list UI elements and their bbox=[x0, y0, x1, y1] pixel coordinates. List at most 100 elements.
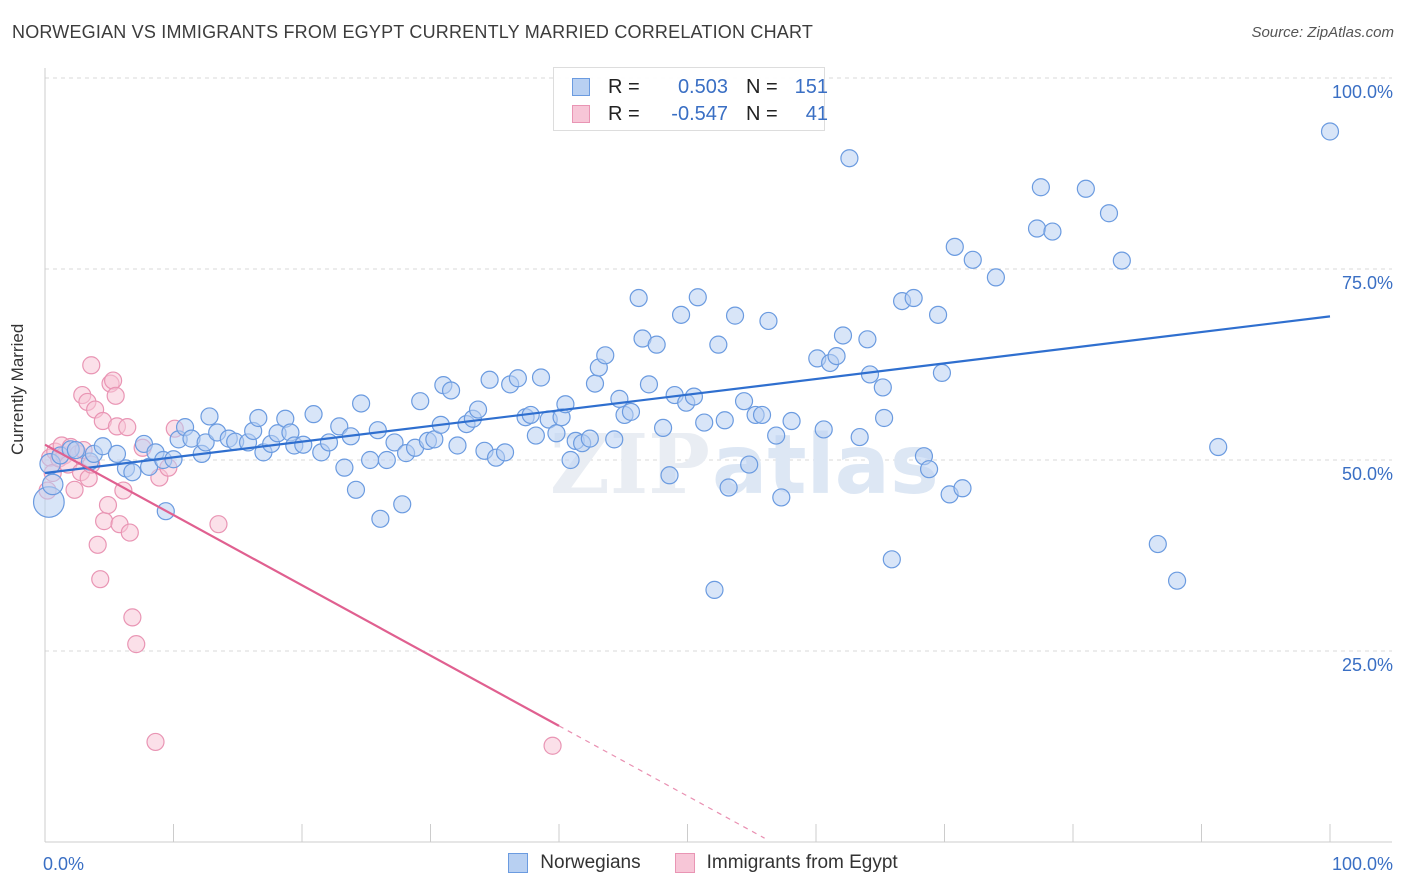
norwegian-point bbox=[66, 440, 85, 460]
norwegian-point bbox=[480, 370, 499, 389]
source-label: Source: ZipAtlas.com bbox=[1251, 24, 1394, 41]
gridlines bbox=[45, 77, 1392, 652]
y-tick-label: 25.0% bbox=[1342, 655, 1393, 675]
norwegian-point bbox=[1043, 222, 1062, 241]
norwegian-point bbox=[840, 149, 859, 168]
y-tick-label: 50.0% bbox=[1342, 464, 1393, 484]
norwegian-point bbox=[547, 424, 566, 443]
legend-label-egypt: Immigrants from Egypt bbox=[706, 852, 898, 873]
y-tick-label: 100.0% bbox=[1332, 82, 1393, 102]
norwegian-point bbox=[772, 488, 791, 507]
norwegian-point bbox=[468, 400, 488, 419]
chart-title: NORWEGIAN VS IMMIGRANTS FROM EGYPT CURRE… bbox=[12, 22, 814, 42]
norwegian-point bbox=[671, 305, 691, 324]
norwegian-point bbox=[1209, 437, 1228, 457]
norwegian-point bbox=[448, 436, 467, 455]
norwegian-point bbox=[319, 433, 339, 452]
norwegian-point bbox=[660, 466, 679, 485]
legend-item-norwegians[interactable]: Norwegians bbox=[508, 852, 641, 874]
norwegian-point bbox=[639, 375, 659, 394]
norwegian-point bbox=[827, 346, 846, 366]
norwegian-point bbox=[196, 433, 215, 452]
egypt-trendline-extension bbox=[558, 725, 765, 839]
norwegian-point bbox=[850, 427, 869, 447]
norwegian-point bbox=[352, 394, 371, 413]
correlation-row-egypt: R = -0.547 N = 41 bbox=[572, 101, 828, 127]
r-value: 0.503 bbox=[677, 75, 728, 98]
correlation-box: R = 0.503 N = 151 R = -0.547 N = 41 bbox=[553, 67, 828, 131]
norwegian-point bbox=[932, 363, 952, 383]
watermark: ZIP atlas bbox=[550, 417, 939, 513]
egypt-swatch bbox=[572, 105, 590, 123]
n-value: 41 bbox=[805, 102, 828, 125]
egypt-point bbox=[91, 570, 110, 589]
norwegian-point bbox=[585, 374, 605, 393]
norwegian-point bbox=[858, 330, 877, 349]
r-label: R = bbox=[608, 102, 640, 125]
legend-item-egypt[interactable]: Immigrants from Egypt bbox=[674, 852, 898, 874]
y-tick-label: 75.0% bbox=[1342, 273, 1393, 293]
norwegian-point bbox=[740, 455, 759, 474]
egypt-point bbox=[98, 495, 118, 515]
norwegian-point bbox=[653, 418, 673, 438]
norwegian-point bbox=[1112, 251, 1131, 270]
norwegian-point bbox=[164, 450, 183, 469]
norwegian-point bbox=[767, 426, 786, 445]
norwegian-point bbox=[393, 495, 412, 514]
norwegian-point bbox=[1148, 534, 1167, 554]
egypt-point bbox=[88, 535, 107, 554]
norwegian-point bbox=[684, 387, 704, 406]
norwegian-point bbox=[346, 480, 366, 499]
norwegian-point bbox=[200, 407, 219, 426]
legend-swatch-egypt bbox=[674, 853, 695, 873]
norwegian-point bbox=[928, 305, 948, 324]
norwegians-swatch bbox=[572, 78, 590, 96]
norwegian-point bbox=[371, 509, 390, 528]
egypt-point bbox=[82, 356, 101, 375]
egypt-point bbox=[127, 635, 146, 654]
norwegian-point bbox=[561, 450, 580, 470]
egypt-point bbox=[106, 386, 125, 405]
norwegian-point bbox=[759, 311, 778, 331]
n-value: 151 bbox=[794, 75, 828, 98]
norwegian-point bbox=[1167, 571, 1187, 590]
norwegian-point bbox=[875, 408, 894, 428]
norwegian-point bbox=[752, 405, 772, 425]
norwegian-point bbox=[93, 437, 112, 456]
norwegian-point bbox=[814, 420, 833, 439]
legend-label-norwegians: Norwegians bbox=[540, 852, 641, 873]
norwegian-point bbox=[719, 478, 738, 497]
egypt-point bbox=[104, 371, 123, 390]
norwegian-point bbox=[621, 402, 641, 421]
norwegian-point bbox=[441, 381, 461, 400]
norwegian-point bbox=[605, 430, 624, 449]
norwegian-point bbox=[495, 443, 515, 462]
norwegian-point bbox=[361, 450, 380, 470]
norwegian-point bbox=[1031, 178, 1050, 197]
norwegian-point bbox=[580, 429, 599, 448]
norwegian-point bbox=[596, 346, 615, 365]
x-tick-label: 100.0% bbox=[1332, 854, 1393, 874]
norwegian-point bbox=[249, 408, 268, 428]
egypt-trendline bbox=[44, 443, 560, 727]
norwegian-point bbox=[873, 378, 892, 397]
r-label: R = bbox=[608, 75, 640, 98]
norwegian-point bbox=[304, 405, 323, 424]
trendlines bbox=[44, 315, 1331, 839]
egypt-point bbox=[65, 480, 84, 499]
norwegian-point bbox=[1099, 204, 1119, 223]
norwegian-point bbox=[833, 326, 853, 345]
norwegian-point bbox=[123, 463, 142, 482]
legend: Norwegians Immigrants from Egypt bbox=[0, 852, 1406, 874]
norwegian-point bbox=[963, 250, 982, 269]
egypt-point bbox=[543, 736, 562, 755]
norwegian-point bbox=[647, 335, 666, 354]
r-value: -0.547 bbox=[671, 102, 728, 125]
egypt-point bbox=[209, 515, 228, 534]
norwegians-trendline bbox=[44, 315, 1331, 475]
norwegian-point bbox=[294, 435, 313, 454]
norwegian-point bbox=[385, 433, 404, 452]
norwegian-point bbox=[1027, 219, 1047, 238]
egypt-point bbox=[123, 608, 142, 627]
